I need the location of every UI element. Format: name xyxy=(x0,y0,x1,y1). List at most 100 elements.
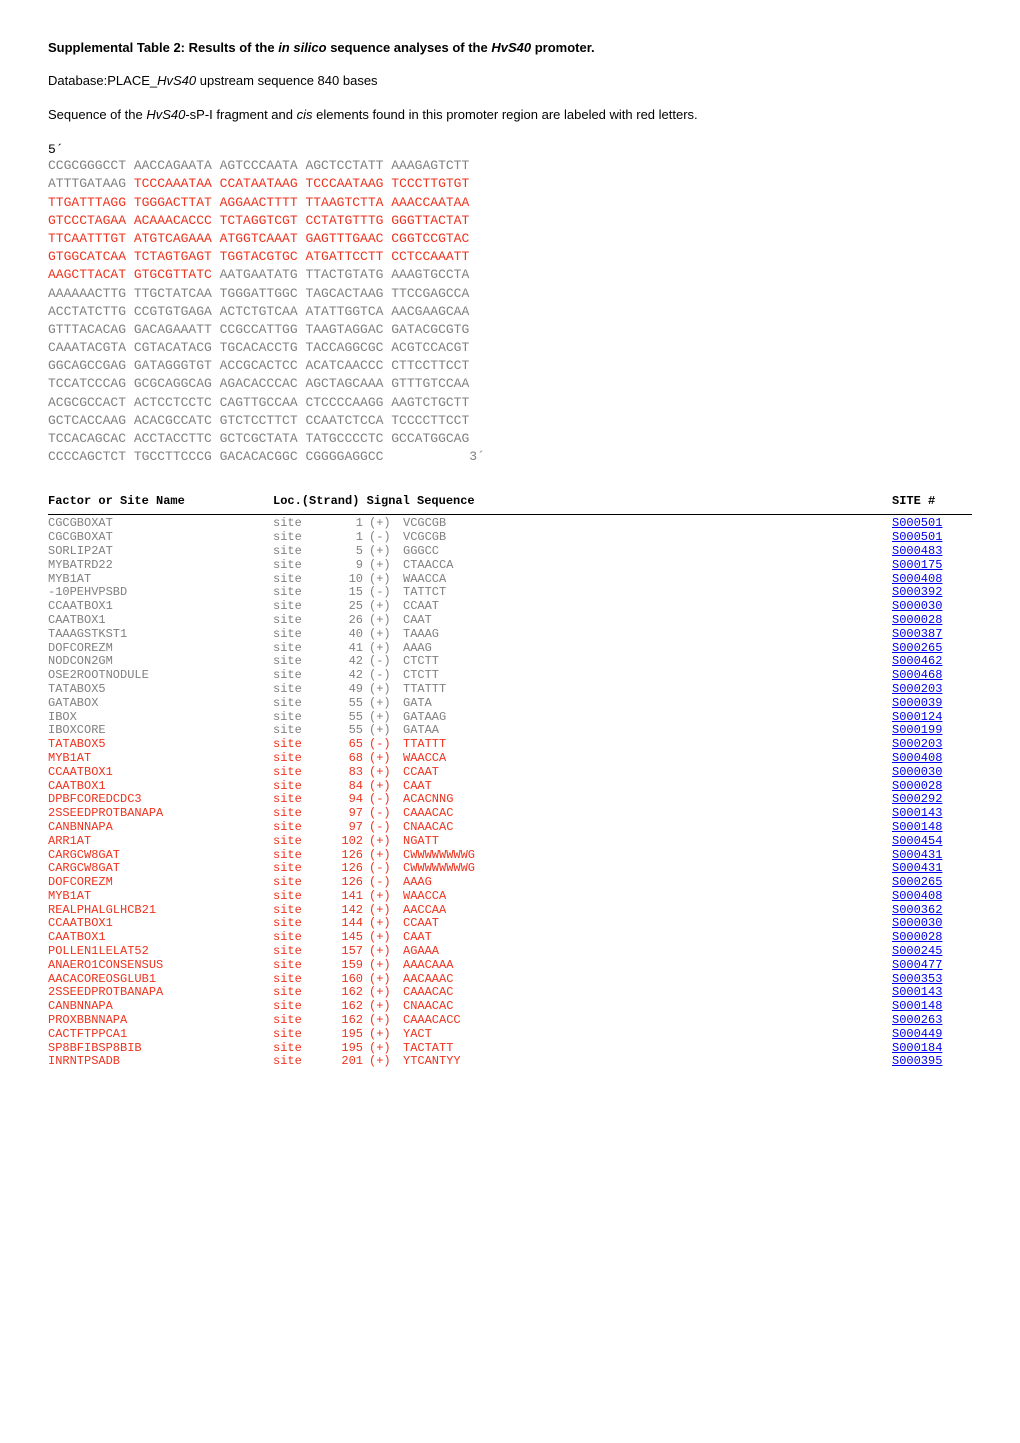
table-row: 2SSEEDPROTBANAPAsite162(+)CAAACACS000143 xyxy=(48,986,972,1000)
cell-pos: 162 xyxy=(318,986,363,1000)
cell-loc: site xyxy=(273,876,318,890)
cell-site-link[interactable]: S000468 xyxy=(892,669,972,683)
cell-loc: site xyxy=(273,1000,318,1014)
table-row: CARGCW8GATsite126(+)CWWWWWWWWGS000431 xyxy=(48,849,972,863)
cell-pos: 159 xyxy=(318,959,363,973)
cell-site-link[interactable]: S000028 xyxy=(892,780,972,794)
cell-loc: site xyxy=(273,531,318,545)
cell-site-link[interactable]: S000408 xyxy=(892,890,972,904)
cell-site-link[interactable]: S000245 xyxy=(892,945,972,959)
cell-site-link[interactable]: S000203 xyxy=(892,683,972,697)
cell-pos: 142 xyxy=(318,904,363,918)
cell-site-link[interactable]: S000030 xyxy=(892,917,972,931)
cell-loc: site xyxy=(273,931,318,945)
cell-site-link[interactable]: S000353 xyxy=(892,973,972,987)
cell-site-link[interactable]: S000454 xyxy=(892,835,972,849)
cell-site-link[interactable]: S000477 xyxy=(892,959,972,973)
cell-signal: YACT xyxy=(403,1028,892,1042)
cell-factor: MYB1AT xyxy=(48,752,273,766)
cell-site-link[interactable]: S000175 xyxy=(892,559,972,573)
cell-strand: (+) xyxy=(363,1028,403,1042)
cell-site-link[interactable]: S000148 xyxy=(892,821,972,835)
cell-site-link[interactable]: S000148 xyxy=(892,1000,972,1014)
cell-site-link[interactable]: S000143 xyxy=(892,807,972,821)
cell-pos: 5 xyxy=(318,545,363,559)
table-row: TAAAGSTKST1site40(+)TAAAGS000387 xyxy=(48,628,972,642)
seq-segment: AAAAAACTTG TTGCTATCAA TGGGATTGGC TAGCACT… xyxy=(48,286,469,301)
cell-signal: GATA xyxy=(403,697,892,711)
cell-site-link[interactable]: S000143 xyxy=(892,986,972,1000)
cell-strand: (+) xyxy=(363,945,403,959)
cell-factor: MYB1AT xyxy=(48,890,273,904)
cell-site-link[interactable]: S000028 xyxy=(892,614,972,628)
cell-pos: 144 xyxy=(318,917,363,931)
cell-site-link[interactable]: S000039 xyxy=(892,697,972,711)
cell-factor: SP8BFIBSP8BIB xyxy=(48,1042,273,1056)
cell-site-link[interactable]: S000462 xyxy=(892,655,972,669)
cell-factor: MYB1AT xyxy=(48,573,273,587)
cell-site-link[interactable]: S000124 xyxy=(892,711,972,725)
cell-site-link[interactable]: S000431 xyxy=(892,849,972,863)
cell-factor: 2SSEEDPROTBANAPA xyxy=(48,986,273,1000)
cell-site-link[interactable]: S000199 xyxy=(892,724,972,738)
cell-factor: CCAATBOX1 xyxy=(48,917,273,931)
table-row: ARR1ATsite102(+)NGATTS000454 xyxy=(48,835,972,849)
cell-factor: 2SSEEDPROTBANAPA xyxy=(48,807,273,821)
cell-pos: 55 xyxy=(318,697,363,711)
cell-site-link[interactable]: S000483 xyxy=(892,545,972,559)
cell-signal: TTATTT xyxy=(403,738,892,752)
table-row: MYBATRD22site9(+)CTAACCAS000175 xyxy=(48,559,972,573)
cell-site-link[interactable]: S000265 xyxy=(892,642,972,656)
cell-loc: site xyxy=(273,780,318,794)
cell-strand: (+) xyxy=(363,752,403,766)
cell-signal: TTATTT xyxy=(403,683,892,697)
cell-site-link[interactable]: S000501 xyxy=(892,517,972,531)
cell-pos: 55 xyxy=(318,724,363,738)
cell-strand: (+) xyxy=(363,766,403,780)
cell-strand: (+) xyxy=(363,683,403,697)
cell-loc: site xyxy=(273,904,318,918)
cell-strand: (+) xyxy=(363,986,403,1000)
cell-strand: (-) xyxy=(363,586,403,600)
cell-site-link[interactable]: S000395 xyxy=(892,1055,972,1069)
cell-site-link[interactable]: S000501 xyxy=(892,531,972,545)
cell-loc: site xyxy=(273,1042,318,1056)
cell-factor: IBOXCORE xyxy=(48,724,273,738)
cell-signal: ACACNNG xyxy=(403,793,892,807)
cell-signal: GATAA xyxy=(403,724,892,738)
cell-site-link[interactable]: S000028 xyxy=(892,931,972,945)
table-row: CAATBOX1site84(+)CAATS000028 xyxy=(48,780,972,794)
cell-site-link[interactable]: S000292 xyxy=(892,793,972,807)
cell-site-link[interactable]: S000263 xyxy=(892,1014,972,1028)
document-title: Supplemental Table 2: Results of the in … xyxy=(48,40,972,55)
cell-pos: 42 xyxy=(318,655,363,669)
cell-pos: 9 xyxy=(318,559,363,573)
cell-site-link[interactable]: S000362 xyxy=(892,904,972,918)
cell-signal: CAAT xyxy=(403,931,892,945)
cell-site-link[interactable]: S000408 xyxy=(892,573,972,587)
cell-strand: (+) xyxy=(363,517,403,531)
cell-site-link[interactable]: S000392 xyxy=(892,586,972,600)
cell-site-link[interactable]: S000030 xyxy=(892,600,972,614)
cell-site-link[interactable]: S000203 xyxy=(892,738,972,752)
cell-signal: CCAAT xyxy=(403,600,892,614)
table-body: CGCGBOXATsite1(+)VCGCGBS000501CGCGBOXATs… xyxy=(48,517,972,1069)
cell-pos: 162 xyxy=(318,1014,363,1028)
cell-site-link[interactable]: S000184 xyxy=(892,1042,972,1056)
cell-strand: (+) xyxy=(363,1055,403,1069)
cell-signal: CAAT xyxy=(403,780,892,794)
cell-signal: GGGCC xyxy=(403,545,892,559)
cell-site-link[interactable]: S000387 xyxy=(892,628,972,642)
cell-loc: site xyxy=(273,683,318,697)
cell-site-link[interactable]: S000431 xyxy=(892,862,972,876)
cell-strand: (-) xyxy=(363,669,403,683)
table-row: TATABOX5site65(-)TTATTTS000203 xyxy=(48,738,972,752)
cell-loc: site xyxy=(273,973,318,987)
cell-loc: site xyxy=(273,849,318,863)
cell-site-link[interactable]: S000449 xyxy=(892,1028,972,1042)
cell-signal: AACAAAC xyxy=(403,973,892,987)
cell-pos: 160 xyxy=(318,973,363,987)
cell-site-link[interactable]: S000408 xyxy=(892,752,972,766)
cell-site-link[interactable]: S000030 xyxy=(892,766,972,780)
cell-site-link[interactable]: S000265 xyxy=(892,876,972,890)
